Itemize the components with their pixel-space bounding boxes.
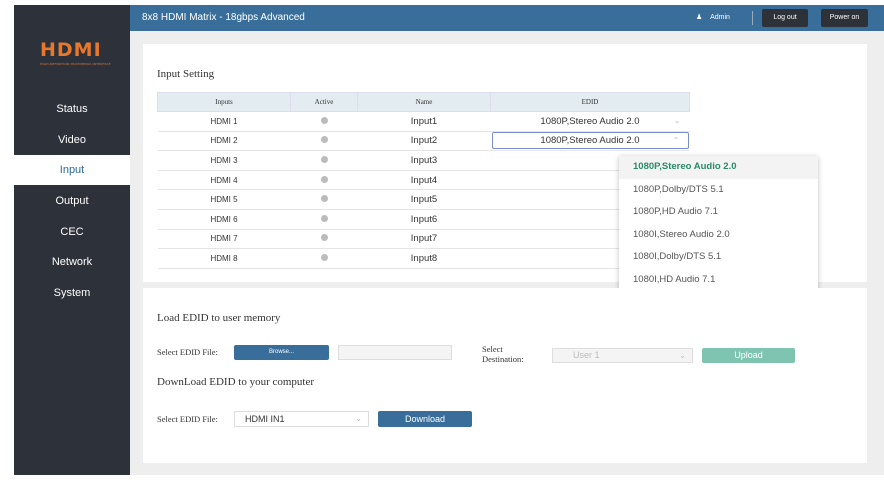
sidebar-item-system[interactable]: System [53, 287, 91, 299]
header: 8x8 HDMI Matrix - 18gbps Advanced ♟ Admi… [130, 5, 884, 31]
sidebar: HDMI HIGH-DEFINITION MULTIMEDIA INTERFACE… [14, 5, 130, 475]
table-row: HDMI 5 Input5 [157, 189, 690, 210]
table-row: HDMI 6 Input6 [157, 209, 690, 230]
table-row: HDMI 4 Input4 [157, 170, 690, 191]
input-cell: HDMI 4 [157, 170, 291, 191]
edid-value: 1080P,Stereo Audio 2.0 [540, 115, 640, 127]
active-cell [290, 209, 358, 230]
table-row: HDMI 2 Input2 1080P,Stereo Audio 2.0 ⌃ [157, 131, 690, 152]
sidebar-item-output[interactable]: Output [55, 195, 89, 207]
col-header: Name [357, 92, 491, 112]
active-cell [290, 248, 358, 269]
destination-value: User 1 [573, 350, 600, 360]
active-cell [290, 189, 358, 210]
app: HDMI HIGH-DEFINITION MULTIMEDIA INTERFACE… [14, 5, 884, 475]
active-indicator-icon [320, 234, 328, 242]
active-cell [290, 150, 358, 171]
input-cell: HDMI 1 [157, 111, 291, 132]
edid-option[interactable]: 1080P,HD Audio 7.1 [633, 206, 718, 218]
download-button[interactable]: Download [378, 411, 472, 427]
upload-button[interactable]: Upload [702, 348, 795, 363]
download-file-value: HDMI IN1 [245, 414, 285, 424]
user-name: Admin [710, 14, 730, 21]
table-row: HDMI 3 Input3 [157, 150, 690, 171]
sidebar-item-network[interactable]: Network [51, 256, 93, 268]
edid-option[interactable]: 1080I,HD Audio 7.1 [633, 273, 716, 285]
hdmi-logo: HDMI HIGH-DEFINITION MULTIMEDIA INTERFACE [40, 39, 111, 66]
col-header: EDID [490, 92, 690, 112]
download-edid-title: DownLoad EDID to your computer [157, 376, 315, 388]
sidebar-item-status[interactable]: Status [56, 103, 88, 115]
logout-button[interactable]: Log out [762, 9, 808, 27]
sidebar-item-video[interactable]: Video [58, 134, 86, 146]
col-header: Active [290, 92, 358, 112]
table-row: HDMI 8 Input8 [157, 248, 690, 269]
active-cell [290, 131, 358, 152]
chevron-down-icon: ⌄ [679, 351, 686, 360]
input-cell: HDMI 6 [157, 209, 291, 230]
chevron-down-icon: ⌄ [355, 414, 362, 423]
section-title: Input Setting [157, 68, 215, 80]
input-cell: HDMI 8 [157, 248, 291, 269]
input-cell: HDMI 3 [157, 150, 291, 171]
input-cell: HDMI 5 [157, 189, 291, 210]
chevron-up-icon: ⌃ [672, 136, 680, 146]
load-file-label: Select EDID File: [157, 347, 218, 357]
sidebar-item-cec[interactable]: CEC [60, 226, 84, 238]
active-indicator-icon [320, 155, 328, 163]
input-setting-panel: Input Setting Inputs Active Name EDID HD… [143, 44, 867, 330]
table-row: HDMI 7 Input7 [157, 229, 690, 250]
name-cell[interactable]: Input5 [357, 189, 491, 210]
edid-panel: Load EDID to user memory Select EDID Fil… [143, 288, 867, 463]
divider [752, 11, 753, 25]
edid-cell: 1080P,Stereo Audio 2.0 ⌃ [490, 131, 690, 152]
col-header: Inputs [157, 92, 291, 112]
active-indicator-icon [320, 214, 328, 222]
name-cell[interactable]: Input7 [357, 229, 491, 250]
name-cell[interactable]: Input1 [357, 111, 491, 132]
edid-cell: 1080P,Stereo Audio 2.0 ⌄ [490, 111, 690, 132]
edid-select[interactable]: 1080P,Stereo Audio 2.0 ⌃ [491, 132, 689, 150]
name-cell[interactable]: Input2 [357, 131, 491, 152]
file-path-input[interactable] [338, 345, 452, 360]
active-cell [290, 229, 358, 250]
edid-value: 1080P,Stereo Audio 2.0 [540, 135, 640, 147]
name-cell[interactable]: Input6 [357, 209, 491, 230]
user-info: ♟ Admin [696, 13, 730, 21]
edid-option[interactable]: 1080P,Stereo Audio 2.0 [619, 156, 818, 179]
sidebar-item-input[interactable]: Input [14, 155, 130, 185]
name-cell[interactable]: Input4 [357, 170, 491, 191]
active-indicator-icon [320, 253, 328, 261]
chevron-down-icon: ⌄ [673, 115, 681, 125]
name-cell[interactable]: Input3 [357, 150, 491, 171]
input-cell: HDMI 7 [157, 229, 291, 250]
destination-label: Select Destination: [482, 344, 524, 364]
active-indicator-icon [320, 136, 328, 144]
browse-button[interactable]: Browse... [234, 345, 329, 360]
active-cell [290, 111, 358, 132]
edid-select[interactable]: 1080P,Stereo Audio 2.0 ⌄ [492, 116, 689, 127]
power-on-button[interactable]: Power on [821, 9, 868, 27]
table-row: HDMI 1 Input1 1080P,Stereo Audio 2.0 ⌄ [157, 111, 690, 132]
load-edid-title: Load EDID to user memory [157, 312, 281, 324]
active-indicator-icon [320, 116, 328, 124]
active-indicator-icon [320, 175, 328, 183]
app-title: 8x8 HDMI Matrix - 18gbps Advanced [142, 12, 305, 23]
edid-option[interactable]: 1080I,Stereo Audio 2.0 [633, 228, 730, 240]
download-file-label: Select EDID File: [157, 414, 218, 424]
name-cell[interactable]: Input8 [357, 248, 491, 269]
destination-select[interactable]: User 1 ⌄ [552, 348, 693, 363]
input-table: Inputs Active Name EDID HDMI 1 Input1 1080… [157, 92, 690, 269]
active-indicator-icon [320, 195, 328, 203]
edid-option[interactable]: 1080I,Dolby/DTS 5.1 [633, 251, 722, 263]
active-cell [290, 170, 358, 191]
input-cell: HDMI 2 [157, 131, 291, 152]
download-file-select[interactable]: HDMI IN1 ⌄ [234, 411, 369, 427]
user-icon: ♟ [696, 14, 703, 21]
edid-option[interactable]: 1080P,Dolby/DTS 5.1 [633, 183, 724, 195]
